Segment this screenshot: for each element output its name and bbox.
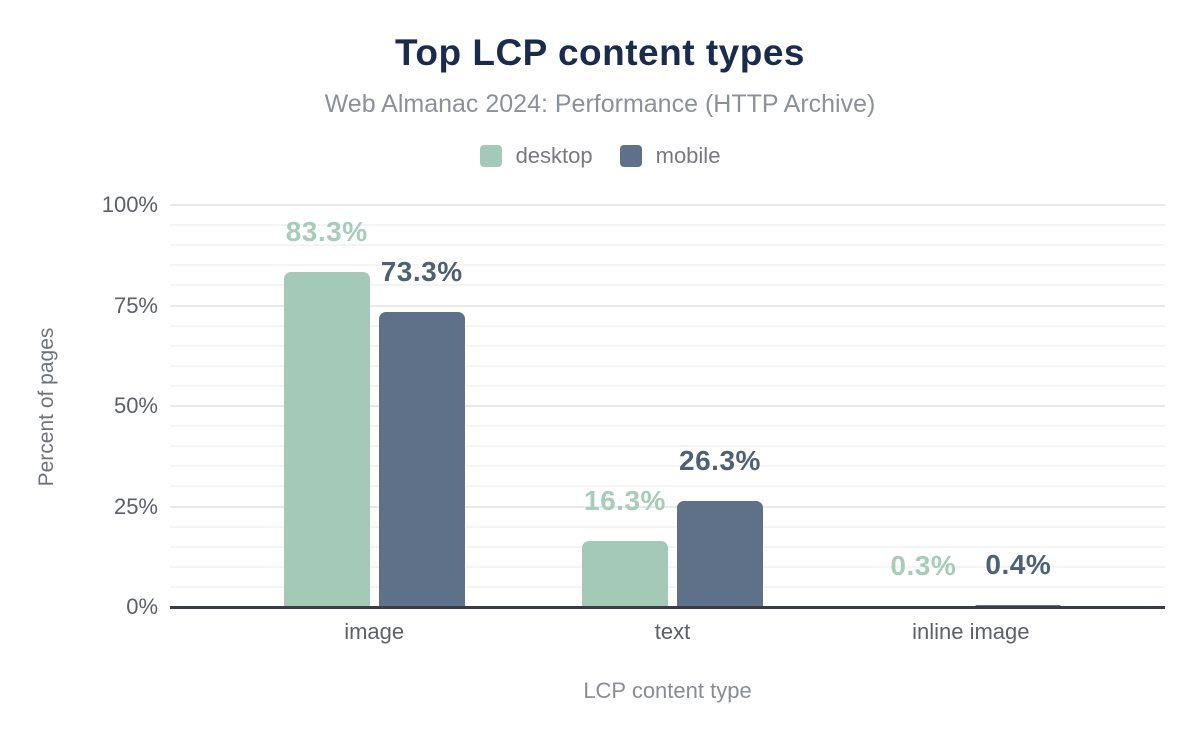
major-gridline: [170, 505, 1165, 508]
chart-title: Top LCP content types: [395, 32, 805, 73]
bar-slot: 73.3%: [378, 205, 465, 607]
value-label-desktop-image: 83.3%: [285, 216, 368, 248]
chart-subtitle: Web Almanac 2024: Performance (HTTP Arch…: [324, 90, 876, 118]
x-axis-category-labels: image text inline image: [225, 619, 1120, 645]
plot-area: 83.3% 73.3% 16.3% 26.3% 0.3% 0.4%: [170, 204, 1165, 609]
y-tick-label: 75%: [113, 292, 158, 318]
y-tick-label: 25%: [113, 493, 158, 519]
minor-gridline: [170, 485, 1165, 488]
bar-desktop-text[interactable]: [581, 541, 668, 607]
minor-gridline: [170, 284, 1165, 287]
bar-slot: 26.3%: [676, 205, 763, 607]
bar-slot: 16.3%: [581, 205, 668, 607]
bar-groups: 83.3% 73.3% 16.3% 26.3% 0.3% 0.4%: [225, 205, 1120, 607]
bar-group-image: 83.3% 73.3%: [283, 205, 465, 607]
category-label-text: text: [654, 619, 691, 644]
minor-gridline: [170, 384, 1165, 387]
minor-gridline: [170, 465, 1165, 468]
bar-mobile-text[interactable]: [676, 501, 763, 607]
major-gridline: [170, 304, 1165, 307]
minor-gridline: [170, 324, 1165, 327]
y-axis-tick-labels: 0% 25% 50% 75% 100%: [0, 194, 158, 618]
minor-gridline: [170, 264, 1165, 267]
value-label-mobile-inline-image: 0.4%: [985, 549, 1052, 581]
minor-gridline: [170, 244, 1165, 247]
minor-gridline: [170, 364, 1165, 367]
legend-label: desktop: [515, 143, 593, 168]
bar-slot: 83.3%: [283, 205, 370, 607]
value-label-mobile-image: 73.3%: [380, 256, 463, 288]
y-tick-label: 100%: [101, 192, 158, 217]
minor-gridline: [170, 525, 1165, 528]
category-label-image: image: [344, 619, 405, 644]
bar-desktop-image[interactable]: [283, 272, 370, 607]
bar-mobile-image[interactable]: [378, 312, 465, 607]
x-axis-title: LCP content type: [583, 678, 752, 703]
x-axis-line: [170, 606, 1165, 609]
major-gridline: [170, 204, 1165, 206]
legend: desktop mobile: [0, 143, 1200, 169]
value-label-desktop-inline-image: 0.3%: [890, 549, 957, 581]
value-label-desktop-text: 16.3%: [584, 485, 666, 517]
legend-label: mobile: [655, 143, 721, 168]
legend-item-desktop[interactable]: desktop: [479, 143, 593, 169]
legend-item-mobile[interactable]: mobile: [619, 143, 721, 169]
y-tick-label: 0%: [126, 594, 158, 619]
bar-group-inline-image: 0.3% 0.4%: [880, 205, 1062, 607]
value-label-mobile-text: 26.3%: [679, 445, 761, 477]
category-label-inline-image: inline image: [912, 619, 1030, 644]
bar-slot: 0.4%: [975, 205, 1062, 607]
y-tick-label: 50%: [113, 393, 158, 418]
legend-swatch-mobile: [619, 145, 642, 167]
minor-gridline: [170, 344, 1165, 347]
major-gridline: [170, 405, 1165, 407]
minor-gridline: [170, 425, 1165, 428]
bar-slot: 0.3%: [880, 205, 967, 607]
minor-gridline: [170, 224, 1165, 227]
minor-gridline: [170, 445, 1165, 448]
bar-group-text: 16.3% 26.3%: [581, 205, 763, 607]
legend-swatch-desktop: [479, 145, 502, 167]
